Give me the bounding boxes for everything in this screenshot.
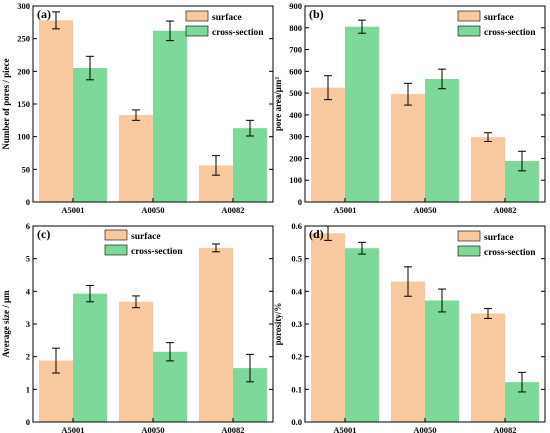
y-tick-label: 0 — [298, 197, 302, 207]
x-tick-label: A5001 — [61, 425, 84, 433]
x-tick-label: A0082 — [493, 425, 516, 433]
y-tick-label: 6 — [26, 221, 30, 231]
legend-label-cross-section: cross-section — [484, 28, 536, 38]
bar-surface-A0050 — [119, 301, 153, 422]
y-tick-label: 0.0 — [291, 417, 302, 427]
bar-surface-A5001 — [311, 233, 345, 422]
bar-surface-A0082 — [471, 137, 505, 202]
chart-panel-3: 0 1 2 3 4 5 6 A5001 A0050 A0082 Average size / μm (… — [1, 221, 274, 433]
x-tick-label: A0050 — [141, 425, 164, 433]
y-tick-label: 400 — [289, 110, 302, 120]
y-tick-label: 4 — [26, 286, 31, 296]
y-tick-label: 150 — [17, 99, 30, 109]
y-tick-label: 0.6 — [291, 221, 302, 231]
x-tick-label: A5001 — [333, 425, 356, 433]
x-tick-label: A0082 — [493, 205, 516, 215]
bar-surface-A0082 — [471, 313, 505, 422]
y-tick-label: 700 — [289, 45, 302, 55]
bar-cross-section-A5001 — [73, 293, 107, 422]
legend-swatch-cross-section — [457, 25, 481, 37]
legend-label-surface: surface — [484, 233, 514, 243]
legend-swatch-surface — [104, 229, 128, 241]
x-tick-label: A0082 — [221, 425, 244, 433]
legend-swatch-cross-section — [457, 245, 481, 257]
legend-label-cross-section: cross-section — [484, 248, 536, 258]
bar-cross-section-A0082 — [233, 128, 267, 202]
y-tick-label: 900 — [289, 1, 302, 11]
bar-surface-A0050 — [391, 281, 425, 422]
legend: surface cross-section — [185, 10, 264, 38]
y-tick-label: 600 — [289, 66, 302, 76]
y-tick-label: 1 — [26, 384, 30, 394]
y-tick-label: 0.2 — [291, 352, 302, 362]
x-tick-label: A0050 — [413, 205, 436, 215]
y-tick-label: 500 — [289, 88, 302, 98]
chart-panel-4: 0.0 0.1 0.2 0.3 0.4 0.5 0.6 A5001 A0050 A0082 poro… — [273, 221, 546, 433]
y-axis-label: porosity/% — [273, 303, 283, 346]
panel-label: (b) — [309, 7, 324, 21]
y-tick-label: 0 — [26, 417, 30, 427]
bar-cross-section-A0050 — [153, 351, 187, 422]
panel-label: (c) — [37, 227, 50, 241]
chart-panel-2: 0 100 200 300 400 500 600 700 800 900 A5001 A0050 A0… — [273, 1, 546, 215]
bar-surface-A5001 — [39, 20, 73, 202]
bar-cross-section-A5001 — [73, 68, 107, 202]
y-tick-label: 0 — [26, 197, 30, 207]
y-tick-label: 2 — [26, 352, 30, 362]
bar-cross-section-A0050 — [425, 78, 459, 202]
legend-label-surface: surface — [484, 13, 514, 23]
legend-swatch-cross-section — [185, 25, 209, 37]
x-tick-label: A5001 — [333, 205, 356, 215]
y-axis-label: Number of pores / piece — [1, 58, 11, 149]
x-tick-label: A0050 — [413, 425, 436, 433]
y-tick-label: 200 — [17, 66, 30, 76]
bar-surface-A0050 — [391, 94, 425, 202]
y-tick-label: 0.3 — [291, 319, 302, 329]
y-tick-label: 100 — [17, 132, 30, 142]
y-tick-label: 100 — [289, 175, 302, 185]
y-axis-label: pore area/μm² — [273, 77, 283, 132]
y-tick-label: 50 — [22, 164, 31, 174]
legend-label-surface: surface — [131, 232, 161, 242]
panel-label: (d) — [309, 227, 324, 241]
legend-swatch-surface — [185, 10, 209, 22]
x-tick-label: A0082 — [221, 205, 244, 215]
y-tick-label: 3 — [26, 319, 30, 329]
y-tick-label: 5 — [26, 254, 30, 264]
legend-swatch-cross-section — [104, 244, 128, 256]
panel-label: (a) — [37, 7, 51, 21]
bar-surface-A0082 — [199, 247, 233, 422]
x-tick-label: A5001 — [61, 205, 84, 215]
y-axis-label: Average size / μm — [1, 290, 11, 358]
legend-swatch-surface — [457, 10, 481, 22]
legend-label-cross-section: cross-section — [131, 247, 183, 257]
y-tick-label: 800 — [289, 23, 302, 33]
y-tick-label: 250 — [17, 34, 30, 44]
bar-cross-section-A5001 — [345, 26, 379, 202]
bar-cross-section-A0050 — [153, 30, 187, 203]
y-tick-label: 300 — [289, 132, 302, 142]
legend: surface cross-section — [457, 230, 536, 258]
y-tick-label: 200 — [289, 153, 302, 163]
y-tick-label: 0.1 — [291, 384, 302, 394]
bar-cross-section-A5001 — [345, 248, 379, 422]
y-tick-label: 0.4 — [291, 286, 302, 296]
y-tick-label: 0.5 — [291, 254, 302, 264]
chart-panel-1: 0 50 100 150 200 250 300 A5001 A0050 A0082 Number … — [1, 1, 274, 215]
x-tick-label: A0050 — [141, 205, 164, 215]
legend-label-cross-section: cross-section — [212, 28, 264, 38]
legend-label-surface: surface — [212, 13, 242, 23]
legend-swatch-surface — [457, 230, 481, 242]
legend: surface cross-section — [457, 10, 536, 38]
y-tick-label: 300 — [17, 1, 30, 11]
bar-surface-A0050 — [119, 115, 153, 202]
bar-surface-A5001 — [311, 87, 345, 202]
bar-cross-section-A0050 — [425, 300, 459, 422]
legend: surface cross-section — [104, 229, 183, 257]
